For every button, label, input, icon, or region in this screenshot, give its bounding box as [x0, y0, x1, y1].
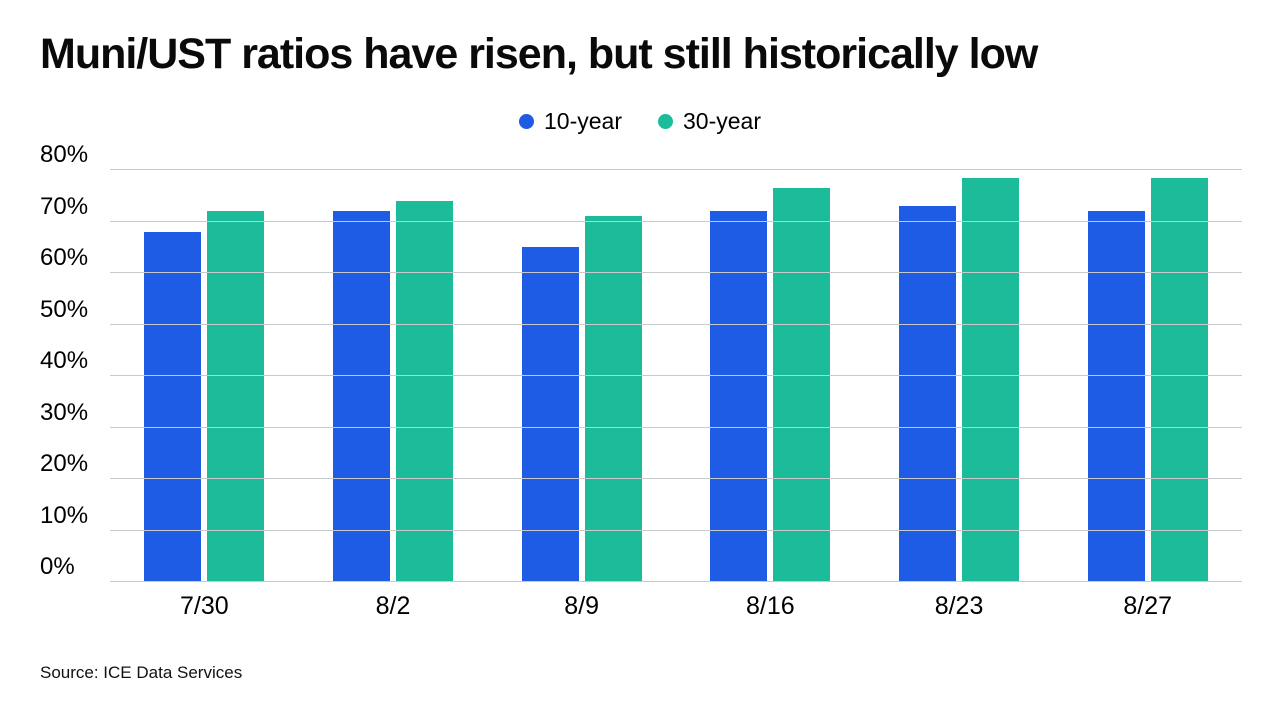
plot-grid — [110, 169, 1242, 582]
x-tick-label-8/23: 8/23 — [934, 592, 984, 620]
y-tick-label-30: 30% — [40, 398, 89, 426]
x-tick-label-8/27: 8/27 — [1123, 592, 1173, 620]
bar-group-7/30 — [110, 170, 299, 582]
legend-item-10-year: 10-year — [519, 108, 622, 135]
gridline-0 — [110, 581, 1242, 582]
bar-group-8/27 — [1053, 170, 1242, 582]
bar-30-year-7/30 — [207, 211, 265, 582]
x-tick-label-8/2: 8/2 — [375, 592, 411, 620]
bar-10-year-8/16 — [710, 211, 768, 582]
bar-10-year-8/9 — [521, 247, 579, 582]
bar-30-year-8/9 — [584, 216, 642, 582]
x-tick-label-8/9: 8/9 — [564, 592, 600, 620]
bar-10-year-8/2 — [333, 211, 390, 582]
y-tick-label-50: 50% — [40, 295, 89, 323]
bar-group-8/9 — [487, 170, 676, 582]
y-tick-label-0: 0% — [40, 553, 75, 580]
gridline-50 — [110, 323, 1242, 325]
x-tick-label-8/16: 8/16 — [746, 592, 795, 620]
chart-legend: 10-year 30-year — [0, 108, 1280, 135]
legend-item-30-year: 30-year — [658, 108, 761, 135]
gridline-60 — [110, 272, 1242, 273]
bar-30-year-8/2 — [396, 200, 453, 582]
bar-10-year-7/30 — [144, 231, 202, 582]
y-tick-label-80: 80% — [40, 141, 89, 168]
bar-group-8/16 — [676, 170, 865, 582]
y-tick-label-10: 10% — [40, 501, 89, 529]
y-axis-labels: 0% 10% 20% 30% 40% 50% 60% 70% 80% — [40, 143, 104, 582]
bar-10-year-8/23 — [899, 206, 957, 582]
bar-30-year-8/16 — [773, 188, 831, 582]
chart-title: Muni/UST ratios have risen, but still hi… — [40, 30, 1038, 78]
bar-chart: 0% 10% 20% 30% 40% 50% 60% 70% 80% 7/30 8/2 8/9 8/1… — [40, 143, 1242, 621]
gridline-70 — [110, 220, 1242, 222]
source-credit: Source: ICE Data Services — [40, 663, 243, 682]
x-axis-labels: 7/30 8/2 8/9 8/16 8/23 8/27 — [110, 592, 1242, 621]
y-tick-label-70: 70% — [40, 192, 89, 220]
y-tick-label-60: 60% — [40, 244, 89, 271]
x-tick-label-7/30: 7/30 — [180, 592, 229, 620]
bar-group-8/2 — [299, 170, 488, 582]
bar-10-year-8/27 — [1087, 211, 1145, 582]
gridline-40 — [110, 375, 1242, 376]
legend-label: 10-year — [544, 108, 622, 134]
legend-dot-10-year — [519, 114, 535, 129]
gridline-80 — [110, 169, 1242, 170]
bar-series-container — [110, 170, 1242, 582]
y-tick-label-40: 40% — [40, 347, 89, 374]
plot-area: 0% 10% 20% 30% 40% 50% 60% 70% 80% — [40, 143, 1242, 582]
gridline-20 — [110, 478, 1242, 479]
legend-label: 30-year — [683, 108, 761, 134]
gridline-10 — [110, 529, 1242, 531]
y-tick-label-20: 20% — [40, 450, 89, 477]
legend-dot-30-year — [658, 114, 673, 129]
bar-30-year-8/23 — [962, 177, 1020, 582]
gridline-30 — [110, 426, 1242, 428]
bar-30-year-8/27 — [1150, 177, 1208, 582]
bar-group-8/23 — [865, 170, 1054, 582]
